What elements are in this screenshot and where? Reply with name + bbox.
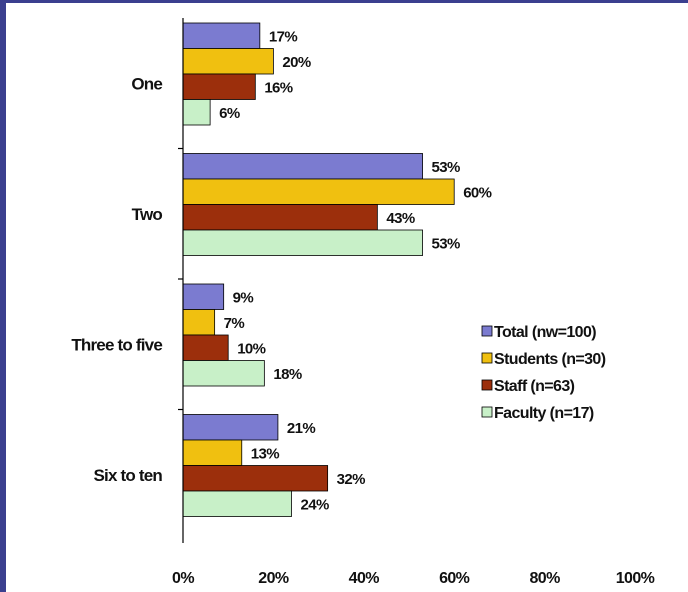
x-tick-label-80: 80% (529, 570, 560, 587)
data-label-two-total-nw-100: 53% (432, 159, 460, 176)
bar-two-total-nw-100 (182, 153, 423, 180)
data-label-six-to-ten-staff-n-63: 32% (337, 471, 365, 488)
data-label-six-to-ten-students-n-30: 13% (251, 445, 279, 462)
x-tick-label-0: 0% (172, 570, 194, 587)
x-tick-label-60: 60% (439, 570, 470, 587)
data-label-six-to-ten-total-nw-100: 21% (287, 420, 315, 437)
legend-label-students-n-30: Students (n=30) (494, 351, 606, 368)
bar-one-staff-n-63 (182, 73, 256, 100)
data-label-three-to-five-total-nw-100: 9% (233, 289, 254, 306)
legend-label-total-nw-100: Total (nw=100) (494, 324, 596, 341)
legend-swatch-faculty-n-17 (481, 406, 493, 418)
bar-three-to-five-staff-n-63 (182, 334, 229, 361)
data-label-six-to-ten-faculty-n-17: 24% (300, 496, 328, 513)
data-label-three-to-five-students-n-30: 7% (224, 315, 245, 332)
bar-six-to-ten-staff-n-63 (182, 465, 329, 492)
x-axis: 0% 20% 40% 60% 80% 100% (172, 570, 655, 587)
bar-two-students-n-30 (182, 178, 455, 205)
data-label-one-faculty-n-17: 6% (219, 105, 240, 122)
data-label-two-faculty-n-17: 53% (432, 235, 460, 252)
category-label-one: One (131, 74, 162, 93)
bar-three-to-five-faculty-n-17 (182, 360, 265, 387)
data-label-two-students-n-30: 60% (463, 184, 491, 201)
bar-six-to-ten-faculty-n-17 (182, 490, 292, 517)
data-label-two-staff-n-63: 43% (386, 210, 414, 227)
data-label-one-students-n-30: 20% (282, 54, 310, 71)
bars-layer (182, 22, 455, 517)
legend-label-faculty-n-17: Faculty (n=17) (494, 405, 594, 422)
legend-swatch-staff-n-63 (481, 379, 493, 391)
bar-six-to-ten-students-n-30 (182, 439, 243, 466)
x-tick-label-20: 20% (258, 570, 289, 587)
bar-one-students-n-30 (182, 48, 274, 75)
bar-three-to-five-students-n-30 (182, 309, 216, 336)
legend-swatch-total-nw-100 (481, 325, 493, 337)
data-label-one-staff-n-63: 16% (264, 79, 292, 96)
bar-one-total-nw-100 (182, 22, 261, 49)
x-tick-label-40: 40% (349, 570, 380, 587)
category-label-three-to-five: Three to five (71, 335, 162, 354)
bar-two-staff-n-63 (182, 204, 378, 231)
x-tick-label-100: 100% (616, 570, 655, 587)
category-label-two: Two (132, 205, 163, 224)
data-label-one-total-nw-100: 17% (269, 28, 297, 45)
legend-swatch-students-n-30 (481, 352, 493, 364)
y-axis: One Two Three to five Six to ten (71, 18, 184, 543)
bar-one-faculty-n-17 (182, 99, 211, 126)
data-label-three-to-five-staff-n-63: 10% (237, 340, 265, 357)
legend-label-staff-n-63: Staff (n=63) (494, 378, 575, 395)
bar-six-to-ten-total-nw-100 (182, 414, 279, 441)
category-label-six-to-ten: Six to ten (93, 466, 162, 485)
data-label-three-to-five-faculty-n-17: 18% (273, 366, 301, 383)
bar-three-to-five-total-nw-100 (182, 283, 225, 310)
legend: Total (nw=100) Students (n=30) Staff (n=63… (481, 324, 606, 422)
bar-two-faculty-n-17 (182, 229, 423, 256)
data-labels-layer: 17%20%16%6%53%60%43%53%9%7%10%18%21%13%3… (219, 28, 492, 513)
